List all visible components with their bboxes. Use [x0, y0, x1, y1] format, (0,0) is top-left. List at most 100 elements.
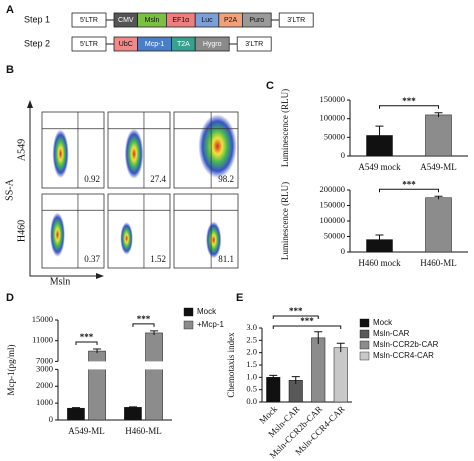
y-tick-label: 50000: [324, 230, 345, 240]
y-tick-label: 3000: [36, 363, 53, 373]
y-axis-label: Chemotaxis index: [226, 332, 236, 398]
construct-element: [241, 12, 272, 28]
significance-label: ***: [289, 306, 303, 316]
density-blob: [124, 128, 144, 179]
x-tick-label: H460-ML: [125, 426, 162, 436]
error-bar: [128, 406, 137, 408]
axis-break: [59, 361, 173, 370]
construct-label: UbC: [119, 41, 133, 48]
significance-label: ***: [300, 316, 314, 326]
density-blob: [50, 212, 65, 257]
x-tick-label: A549 mock: [358, 162, 401, 172]
y-tick-label: 150000: [320, 199, 346, 209]
construct-label: Puro: [249, 17, 264, 24]
construct-label: T2A: [177, 41, 190, 48]
legend-label: Msln-CCR2b-CAR: [373, 340, 439, 349]
y-tick-label: 150000: [320, 94, 346, 104]
y-tick-label: 1.0: [246, 371, 257, 381]
construct-label: Hygro: [203, 41, 222, 48]
legend-swatch: [183, 307, 194, 317]
y-tick-label: 100000: [320, 113, 346, 123]
construct-element: [278, 12, 314, 28]
significance-bracket: [379, 188, 439, 193]
significance-bracket: [272, 325, 342, 329]
y-tick-label: 100000: [320, 215, 346, 225]
bar: [333, 347, 348, 403]
construct-label: Msln: [145, 17, 160, 24]
y-tick-label: 0: [341, 150, 345, 160]
y-tick-label: 0: [341, 246, 345, 256]
y-tick-label: 0.0: [246, 396, 257, 406]
legend-label: Mock: [373, 318, 393, 327]
significance-bracket: [379, 105, 439, 109]
density-blob: [206, 221, 222, 259]
construct-label: 5'LTR: [80, 17, 98, 24]
percentage: 81.1: [218, 254, 234, 264]
construct-label: Mcp-1: [145, 41, 165, 48]
significance-label: ***: [402, 96, 416, 106]
bar: [425, 197, 452, 253]
error-bar: [150, 330, 159, 336]
x-tick-label: A549-ML: [68, 426, 105, 436]
legend-swatch: [359, 351, 370, 361]
bar: [145, 332, 163, 421]
step-label: Step 1: [24, 14, 50, 24]
error-bar: [375, 125, 384, 145]
y-tick-label: 2000: [36, 380, 53, 390]
x-axis-label: Msln: [50, 276, 71, 287]
error-bar: [93, 348, 102, 354]
significance-bracket: [132, 323, 155, 327]
significance-label: ***: [137, 314, 151, 324]
significance-label: ***: [80, 332, 94, 342]
flow-plot: [173, 193, 239, 269]
bar: [266, 377, 281, 403]
y-tick-label: 50000: [324, 131, 345, 141]
flow-plot: [107, 193, 171, 269]
error-bar: [291, 376, 300, 384]
bar: [67, 407, 85, 421]
row-label: A549: [16, 139, 27, 161]
step-label: Step 2: [24, 38, 50, 48]
panel-letter: C: [266, 80, 274, 92]
error-bar: [71, 407, 80, 409]
construct-label: P2A: [224, 17, 238, 24]
bar: [311, 337, 326, 403]
y-tick-label: 2.0: [246, 347, 257, 357]
y-tick-label: 1.5: [246, 359, 257, 369]
y-tick-label: 3.0: [246, 322, 257, 332]
panel-letter: E: [236, 292, 243, 304]
percentage: 98.2: [218, 174, 234, 184]
construct-label: 3'LTR: [287, 17, 305, 24]
error-bar: [336, 342, 345, 353]
construct-label: 5'LTR: [80, 41, 98, 48]
error-bar: [434, 112, 443, 118]
y-axis-label: SS-A: [4, 178, 15, 200]
y-tick-label: 7000: [36, 355, 53, 365]
y-tick-label: 11000: [32, 335, 53, 345]
percentage: 27.4: [150, 174, 166, 184]
y-axis-label: Mcp-1(pg/ml): [6, 345, 16, 396]
density-blob: [198, 114, 237, 179]
construct-label: Luc: [201, 17, 213, 24]
y-tick-label: 1000: [36, 397, 53, 407]
construct-label: 3'LTR: [245, 41, 263, 48]
y-tick-label: 0.5: [246, 384, 257, 394]
x-tick-label: A549-ML: [420, 162, 457, 172]
panel-letter: B: [6, 64, 14, 76]
percentage: 0.37: [84, 254, 100, 264]
y-tick-label: 15000: [32, 314, 53, 324]
construct-label: EF1α: [172, 17, 189, 24]
significance-bracket: [272, 315, 319, 319]
bar: [88, 350, 106, 421]
x-tick-label: H460-ML: [420, 258, 457, 268]
construct-label: CMV: [118, 17, 134, 24]
axis-arrow: [29, 104, 100, 277]
legend-label: +Mcp-1: [197, 320, 224, 329]
bar: [425, 114, 452, 157]
error-bar: [269, 374, 278, 380]
error-bar: [434, 195, 443, 200]
density-blob: [52, 129, 69, 179]
density-blob: [120, 222, 133, 255]
error-bar: [375, 234, 384, 245]
